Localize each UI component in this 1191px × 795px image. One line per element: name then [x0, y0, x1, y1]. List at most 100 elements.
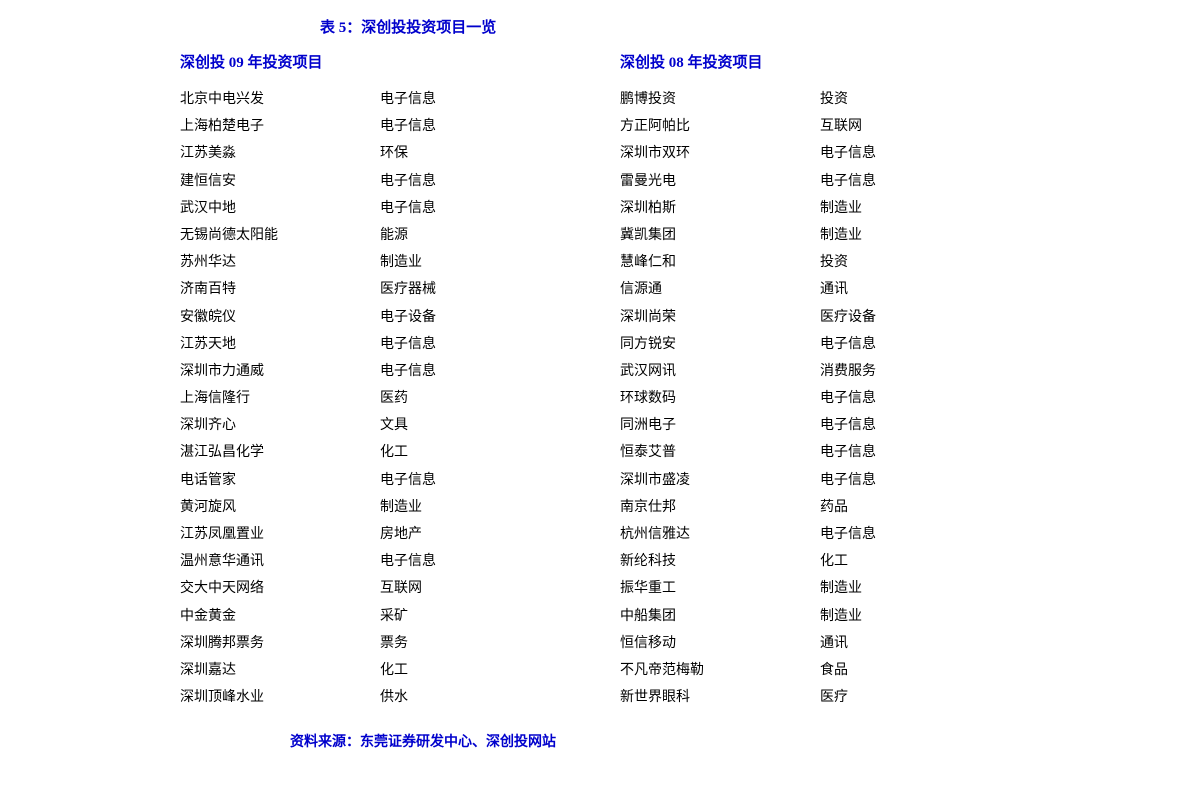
industry-name: 食品 — [820, 657, 1020, 684]
industry-name: 投资 — [820, 249, 1020, 276]
company-name: 上海柏楚电子 — [180, 113, 380, 140]
left-column: 深创投 09 年投资项目 北京中电兴发电子信息上海柏楚电子电子信息江苏美淼环保建… — [180, 51, 620, 711]
industry-name: 化工 — [380, 657, 580, 684]
table-row: 杭州信雅达电子信息 — [620, 521, 1060, 548]
industry-name: 电子信息 — [820, 467, 1020, 494]
table-row: 江苏凤凰置业房地产 — [180, 521, 620, 548]
company-name: 电话管家 — [180, 467, 380, 494]
table-row: 冀凯集团制造业 — [620, 222, 1060, 249]
document-page: 表 5：深创投投资项目一览 深创投 09 年投资项目 北京中电兴发电子信息上海柏… — [0, 0, 1191, 795]
company-name: 深圳顶峰水业 — [180, 684, 380, 711]
industry-name: 制造业 — [820, 603, 1020, 630]
table-row: 中金黄金采矿 — [180, 603, 620, 630]
company-name: 同方锐安 — [620, 331, 820, 358]
table-row: 方正阿帕比互联网 — [620, 113, 1060, 140]
industry-name: 医药 — [380, 385, 580, 412]
industry-name: 采矿 — [380, 603, 580, 630]
company-name: 中金黄金 — [180, 603, 380, 630]
industry-name: 化工 — [820, 548, 1020, 575]
industry-name: 互联网 — [380, 575, 580, 602]
industry-name: 电子信息 — [820, 521, 1020, 548]
right-column: 深创投 08 年投资项目 鹏博投资投资方正阿帕比互联网深圳市双环电子信息雷曼光电… — [620, 51, 1060, 711]
table-row: 深圳嘉达化工 — [180, 657, 620, 684]
company-name: 南京仕邦 — [620, 494, 820, 521]
table-row: 慧峰仁和投资 — [620, 249, 1060, 276]
industry-name: 医疗器械 — [380, 276, 580, 303]
table-row: 无锡尚德太阳能能源 — [180, 222, 620, 249]
industry-name: 化工 — [380, 439, 580, 466]
company-name: 建恒信安 — [180, 168, 380, 195]
company-name: 无锡尚德太阳能 — [180, 222, 380, 249]
industry-name: 电子信息 — [820, 331, 1020, 358]
industry-name: 制造业 — [820, 575, 1020, 602]
table-row: 中船集团制造业 — [620, 603, 1060, 630]
table-row: 武汉中地电子信息 — [180, 195, 620, 222]
company-name: 苏州华达 — [180, 249, 380, 276]
table-row: 电话管家电子信息 — [180, 467, 620, 494]
industry-name: 电子信息 — [380, 467, 580, 494]
industry-name: 电子信息 — [380, 548, 580, 575]
company-name: 不凡帝范梅勒 — [620, 657, 820, 684]
industry-name: 电子信息 — [380, 195, 580, 222]
table-row: 深圳柏斯制造业 — [620, 195, 1060, 222]
left-column-header: 深创投 09 年投资项目 — [180, 51, 620, 72]
table-row: 武汉网讯消费服务 — [620, 358, 1060, 385]
company-name: 冀凯集团 — [620, 222, 820, 249]
table-row: 环球数码电子信息 — [620, 385, 1060, 412]
industry-name: 电子设备 — [380, 304, 580, 331]
table-row: 新纶科技化工 — [620, 548, 1060, 575]
company-name: 深圳齐心 — [180, 412, 380, 439]
table-row: 上海信隆行医药 — [180, 385, 620, 412]
industry-name: 能源 — [380, 222, 580, 249]
industry-name: 通讯 — [820, 276, 1020, 303]
company-name: 雷曼光电 — [620, 168, 820, 195]
company-name: 北京中电兴发 — [180, 86, 380, 113]
industry-name: 电子信息 — [380, 331, 580, 358]
industry-name: 电子信息 — [820, 168, 1020, 195]
table-row: 北京中电兴发电子信息 — [180, 86, 620, 113]
industry-name: 制造业 — [820, 195, 1020, 222]
table-row: 深圳市盛凌电子信息 — [620, 467, 1060, 494]
table-row: 恒泰艾普电子信息 — [620, 439, 1060, 466]
table-row: 信源通通讯 — [620, 276, 1060, 303]
table-row: 深圳市力通威电子信息 — [180, 358, 620, 385]
industry-name: 电子信息 — [820, 140, 1020, 167]
table-row: 恒信移动通讯 — [620, 630, 1060, 657]
industry-name: 电子信息 — [820, 439, 1020, 466]
industry-name: 票务 — [380, 630, 580, 657]
company-name: 武汉网讯 — [620, 358, 820, 385]
table-row: 济南百特医疗器械 — [180, 276, 620, 303]
company-name: 深圳市双环 — [620, 140, 820, 167]
company-name: 鹏博投资 — [620, 86, 820, 113]
company-name: 深圳市力通威 — [180, 358, 380, 385]
industry-name: 环保 — [380, 140, 580, 167]
table-columns: 深创投 09 年投资项目 北京中电兴发电子信息上海柏楚电子电子信息江苏美淼环保建… — [180, 51, 1191, 711]
company-name: 深圳尚荣 — [620, 304, 820, 331]
table-row: 建恒信安电子信息 — [180, 168, 620, 195]
table-row: 同方锐安电子信息 — [620, 331, 1060, 358]
industry-name: 房地产 — [380, 521, 580, 548]
table-row: 湛江弘昌化学化工 — [180, 439, 620, 466]
industry-name: 医疗设备 — [820, 304, 1020, 331]
industry-name: 互联网 — [820, 113, 1020, 140]
industry-name: 消费服务 — [820, 358, 1020, 385]
table-title: 表 5：深创投投资项目一览 — [320, 16, 1191, 37]
company-name: 黄河旋风 — [180, 494, 380, 521]
industry-name: 电子信息 — [820, 385, 1020, 412]
company-name: 江苏美淼 — [180, 140, 380, 167]
industry-name: 制造业 — [820, 222, 1020, 249]
company-name: 武汉中地 — [180, 195, 380, 222]
table-row: 苏州华达制造业 — [180, 249, 620, 276]
company-name: 杭州信雅达 — [620, 521, 820, 548]
table-row: 深圳市双环电子信息 — [620, 140, 1060, 167]
industry-name: 投资 — [820, 86, 1020, 113]
table-row: 同洲电子电子信息 — [620, 412, 1060, 439]
industry-name: 电子信息 — [380, 358, 580, 385]
company-name: 慧峰仁和 — [620, 249, 820, 276]
table-row: 深圳齐心文具 — [180, 412, 620, 439]
table-row: 深圳尚荣医疗设备 — [620, 304, 1060, 331]
source-text: 资料来源：东莞证券研发中心、深创投网站 — [290, 731, 1191, 751]
table-row: 不凡帝范梅勒食品 — [620, 657, 1060, 684]
company-name: 深圳腾邦票务 — [180, 630, 380, 657]
company-name: 深圳嘉达 — [180, 657, 380, 684]
